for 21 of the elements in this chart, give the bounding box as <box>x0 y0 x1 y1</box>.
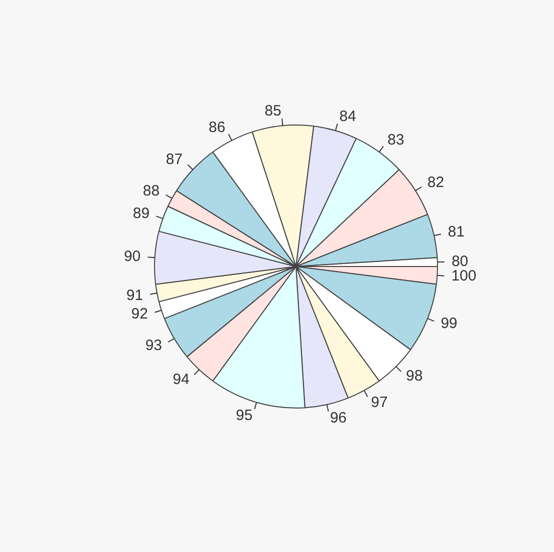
slice-label: 87 <box>166 151 183 168</box>
slice-label: 86 <box>208 118 226 136</box>
slice-label: 96 <box>330 410 347 427</box>
slice-label: 91 <box>126 286 144 304</box>
slice-label: 97 <box>370 394 388 412</box>
slice-label: 82 <box>427 174 444 192</box>
slice-label: 99 <box>440 314 458 332</box>
slice-label: 81 <box>448 224 465 241</box>
slice-label: 80 <box>452 252 468 270</box>
slice-label: 89 <box>132 204 150 222</box>
slice-label: 93 <box>145 336 162 354</box>
slice-label: 98 <box>406 368 423 385</box>
slice-label: 84 <box>339 108 356 126</box>
slice-label: 100 <box>451 267 476 284</box>
slice-label: 88 <box>142 182 160 200</box>
slice-label: 95 <box>236 407 253 424</box>
slice-label: 83 <box>387 132 404 149</box>
slice-label: 85 <box>264 102 282 120</box>
slice-label: 92 <box>131 306 148 323</box>
slice-label: 94 <box>172 371 190 388</box>
slice-label: 90 <box>124 248 141 265</box>
